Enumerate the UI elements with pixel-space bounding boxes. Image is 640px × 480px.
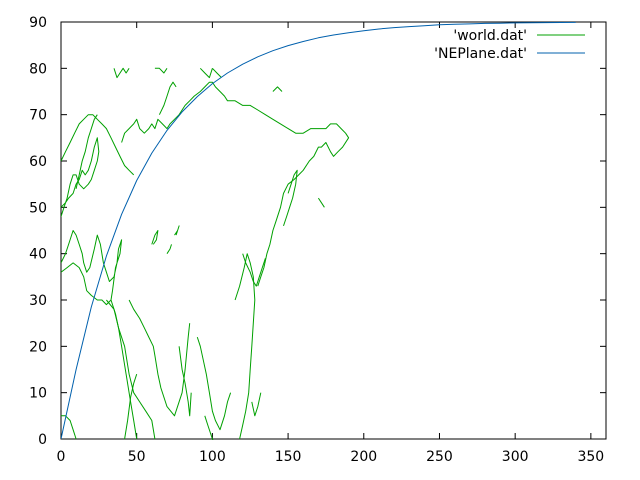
legend-label-world: 'world.dat' bbox=[453, 28, 527, 44]
x-tick-label: 250 bbox=[426, 449, 453, 465]
x-tick-label: 350 bbox=[577, 449, 604, 465]
world-coastline-segment bbox=[204, 415, 214, 440]
world-coastline-segment bbox=[251, 392, 262, 417]
x-tick-label: 50 bbox=[128, 449, 146, 465]
world-coastline-segment bbox=[61, 137, 100, 217]
world-coastline-segment bbox=[242, 253, 266, 287]
x-tick-label: 300 bbox=[502, 449, 529, 465]
world-coastline-segment bbox=[61, 415, 77, 440]
y-tick-label: 20 bbox=[29, 339, 47, 355]
world-coastline-segment bbox=[196, 336, 232, 431]
y-tick-label: 50 bbox=[29, 200, 47, 216]
axis-ticks: 0 50 100 150 200 250 300 350 0 10 20 30 40 50 60 70 80 90 bbox=[29, 15, 606, 465]
world-coastline-segment bbox=[178, 346, 192, 417]
world-coastline-segment bbox=[174, 225, 180, 236]
world-coastline-segment bbox=[106, 299, 156, 440]
world-coastline-segment bbox=[113, 67, 130, 79]
y-tick-label: 30 bbox=[29, 293, 47, 309]
y-tick-label: 90 bbox=[29, 15, 47, 31]
world-coastline-segment bbox=[272, 86, 283, 92]
world-coastline-segment bbox=[317, 197, 325, 208]
legend-label-neplane: 'NEPlane.dat' bbox=[434, 46, 527, 62]
y-tick-label: 60 bbox=[29, 154, 47, 170]
world-coastline-segment bbox=[121, 81, 350, 287]
y-tick-label: 70 bbox=[29, 108, 47, 124]
neplane-series-line bbox=[61, 22, 576, 440]
world-coastline-segment bbox=[199, 67, 213, 79]
legend: 'world.dat' 'NEPlane.dat' bbox=[434, 28, 585, 62]
y-tick-label: 40 bbox=[29, 247, 47, 263]
x-tick-label: 150 bbox=[275, 449, 302, 465]
world-coastline-segment bbox=[166, 244, 172, 254]
world-coastline-segment bbox=[283, 169, 298, 227]
y-tick-label: 10 bbox=[29, 386, 47, 402]
plot-frame bbox=[60, 21, 607, 440]
x-tick-label: 0 bbox=[57, 449, 66, 465]
x-tick-label: 200 bbox=[350, 449, 377, 465]
world-coastline-segment bbox=[61, 230, 123, 306]
world-coastline-segment bbox=[110, 299, 138, 440]
world-coastline-segment bbox=[124, 373, 138, 440]
world-coastline-segment bbox=[212, 67, 222, 78]
world-coastline-segment bbox=[75, 114, 98, 189]
world-coastline-segment bbox=[234, 253, 256, 440]
x-tick-label: 100 bbox=[199, 449, 226, 465]
y-tick-label: 0 bbox=[38, 432, 47, 448]
y-tick-label: 80 bbox=[29, 61, 47, 77]
world-coastline-segment bbox=[151, 230, 159, 245]
world-coastline-segment bbox=[158, 81, 177, 115]
world-coastline-segment bbox=[154, 67, 168, 74]
world-coastline-segment bbox=[61, 114, 135, 176]
series-layer bbox=[61, 22, 576, 440]
